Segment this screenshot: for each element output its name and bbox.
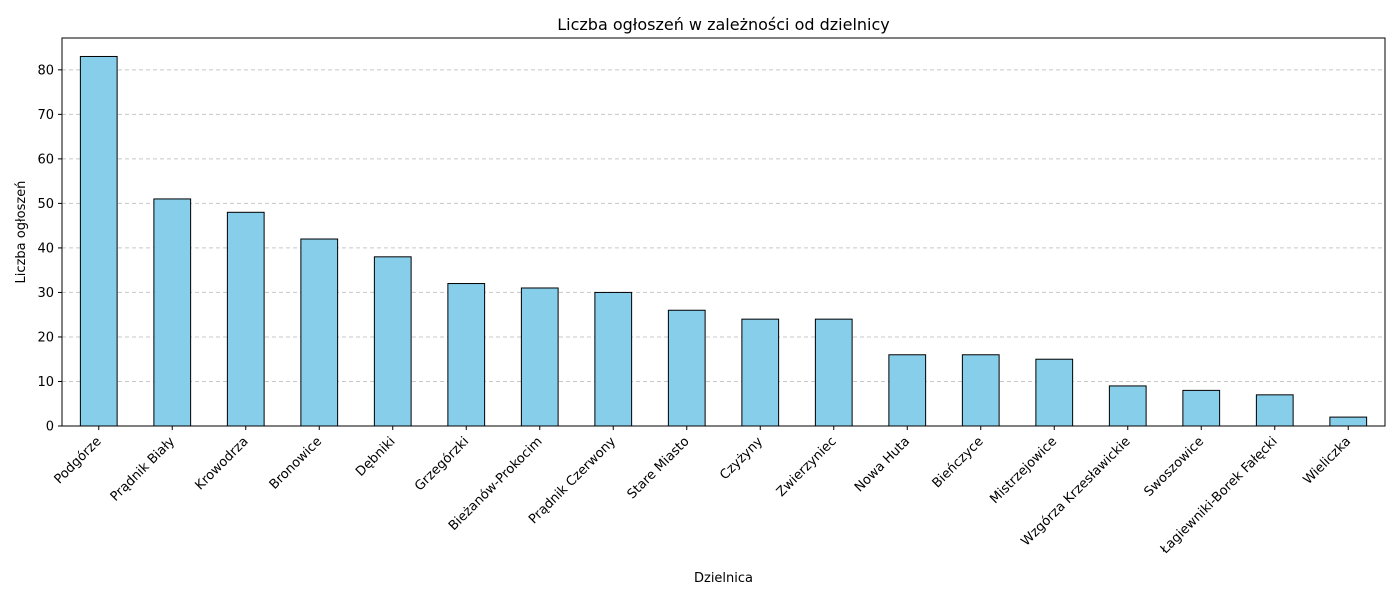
plot-frame [61,37,1386,427]
x-tick-label: Podgórze [52,434,105,487]
y-tick-label: 40 [37,241,54,256]
bar [226,211,265,427]
y-tick-label: 10 [37,375,54,390]
x-tick-label: Dębniki [353,434,398,479]
x-tick-label: Swoszowice [1141,434,1207,500]
bar [667,309,706,427]
y-axis: 0 10 20 30 40 50 60 70 80 [37,63,62,435]
y-tick-label: 50 [37,197,54,212]
bar [741,318,780,427]
bar [300,238,339,427]
x-tick-label: Bronowice [267,434,325,492]
bars [79,55,1368,427]
y-tick-label: 0 [46,420,54,435]
x-tick-label: Grzegórzki [412,434,472,494]
x-tick-label: Czyżyny [717,434,766,483]
bar [814,318,853,427]
x-tick-label: Łagiewniki-Borek Fałęcki [1157,434,1281,558]
bar [1108,385,1147,427]
y-tick-label: 30 [37,286,54,301]
y-tick-label: 60 [37,152,54,167]
bar [1255,394,1294,427]
x-tick-label: Bieńczyce [930,434,987,491]
grid-lines [62,69,1385,382]
y-axis-label: Liczba ogłoszeń [14,181,29,284]
x-tick-label: Mistrzejowice [987,434,1060,507]
x-axis-label: Dzielnica [694,571,753,586]
bar [1035,358,1074,427]
bar [520,287,559,427]
x-tick-label: Zwierzyniec [774,434,840,500]
x-tick-label: Krowodrza [193,434,252,493]
y-tick-label: 70 [37,108,54,123]
bar [373,256,412,427]
chart-title: Liczba ogłoszeń w zależności od dzielnic… [557,15,890,34]
bar [1329,416,1368,427]
bar [153,198,192,427]
bar [447,283,486,427]
x-axis: Podgórze Prądnik Biały Krowodrza Bronowice D… [52,426,1354,558]
y-tick-label: 20 [37,330,54,345]
bar [1182,389,1221,427]
bar [594,291,633,427]
bar [888,354,927,427]
y-tick-label: 80 [37,63,54,78]
bar [79,55,118,427]
x-tick-label: Prądnik Biały [108,434,179,505]
x-tick-label: Nowa Huta [852,434,913,495]
x-tick-label: Stare Miasto [625,434,693,502]
x-tick-label: Wieliczka [1301,434,1354,487]
bar [961,354,1000,427]
